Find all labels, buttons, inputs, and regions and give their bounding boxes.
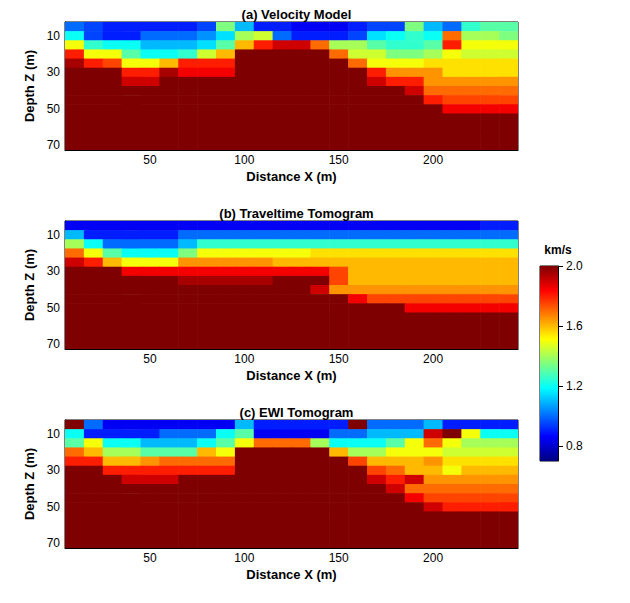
- svg-text:150: 150: [329, 551, 349, 565]
- svg-text:1.6: 1.6: [566, 319, 583, 333]
- svg-text:50: 50: [143, 352, 157, 366]
- svg-text:30: 30: [47, 264, 61, 278]
- svg-text:(c) EWI Tomogram: (c) EWI Tomogram: [240, 405, 354, 420]
- svg-text:70: 70: [47, 138, 61, 152]
- svg-text:100: 100: [234, 153, 254, 167]
- svg-text:70: 70: [47, 536, 61, 550]
- svg-text:70: 70: [47, 337, 61, 351]
- svg-text:50: 50: [143, 551, 157, 565]
- svg-text:100: 100: [234, 352, 254, 366]
- svg-text:30: 30: [47, 65, 61, 79]
- svg-text:km/s: km/s: [544, 243, 572, 257]
- svg-text:(b) Traveltime Tomogram: (b) Traveltime Tomogram: [219, 206, 373, 221]
- svg-text:Depth Z (m): Depth Z (m): [22, 448, 37, 520]
- svg-text:30: 30: [47, 463, 61, 477]
- svg-text:Distance X (m): Distance X (m): [246, 368, 336, 383]
- svg-text:10: 10: [47, 29, 61, 43]
- svg-text:Depth Z (m): Depth Z (m): [22, 249, 37, 321]
- svg-text:1.2: 1.2: [566, 379, 583, 393]
- svg-text:Depth Z (m): Depth Z (m): [22, 50, 37, 122]
- svg-text:(a) Velocity Model: (a) Velocity Model: [242, 7, 352, 22]
- svg-text:10: 10: [47, 228, 61, 242]
- svg-text:150: 150: [329, 352, 349, 366]
- svg-text:50: 50: [143, 153, 157, 167]
- svg-text:200: 200: [423, 153, 443, 167]
- svg-text:0.8: 0.8: [566, 439, 583, 453]
- svg-text:10: 10: [47, 427, 61, 441]
- svg-text:50: 50: [47, 500, 61, 514]
- svg-text:150: 150: [329, 153, 349, 167]
- svg-text:100: 100: [234, 551, 254, 565]
- svg-text:Distance X (m): Distance X (m): [246, 169, 336, 184]
- svg-text:Distance X (m): Distance X (m): [246, 567, 336, 582]
- svg-text:200: 200: [423, 551, 443, 565]
- svg-text:200: 200: [423, 352, 443, 366]
- svg-text:50: 50: [47, 301, 61, 315]
- svg-text:2.0: 2.0: [566, 259, 583, 273]
- svg-text:50: 50: [47, 102, 61, 116]
